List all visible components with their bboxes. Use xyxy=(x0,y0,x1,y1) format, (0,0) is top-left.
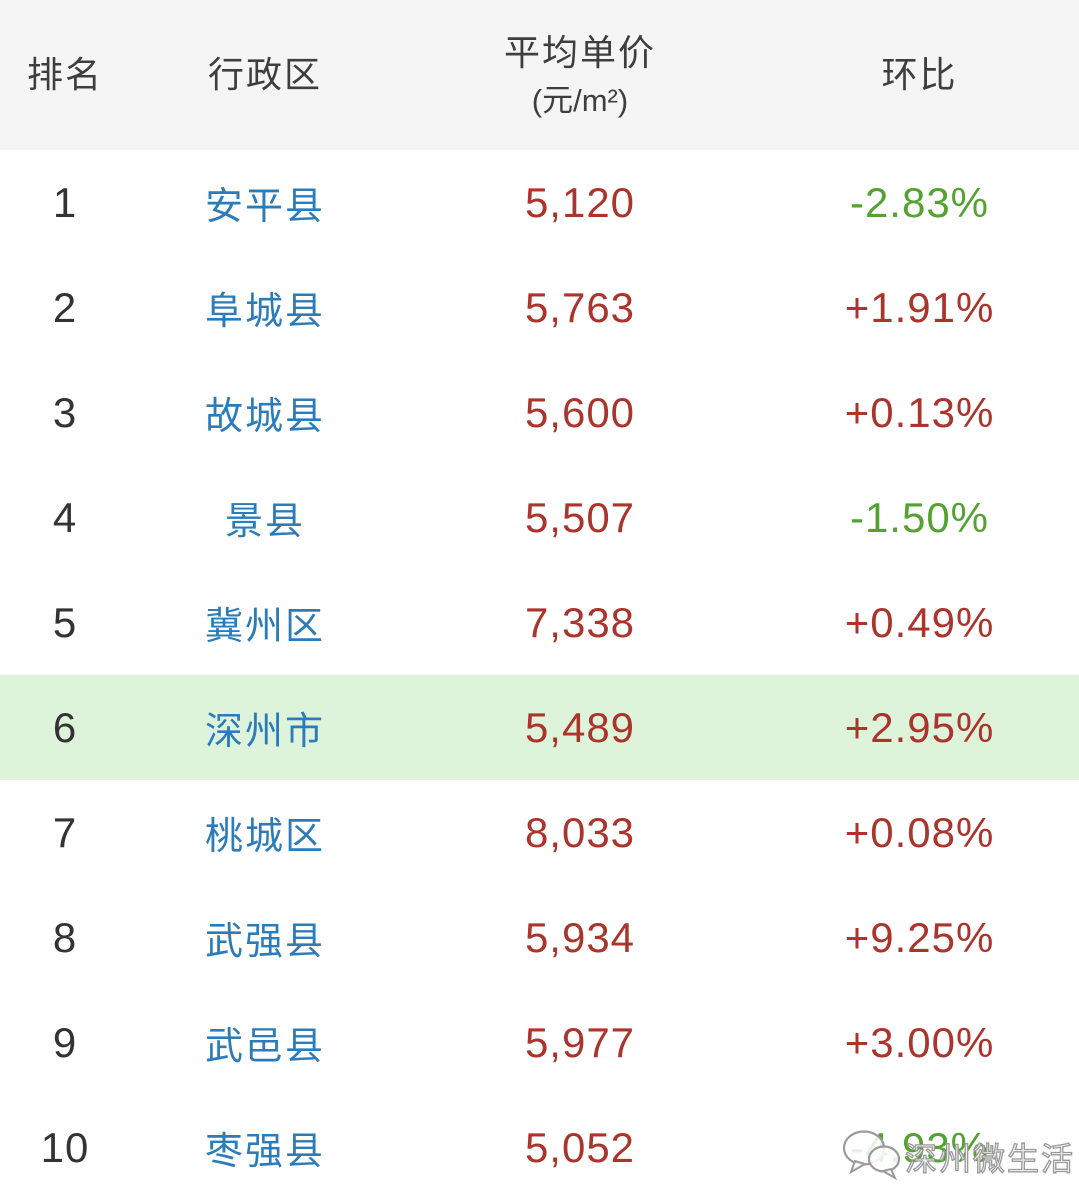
change-cell: +2.95% xyxy=(844,703,995,751)
district-link[interactable]: 枣强县 xyxy=(204,1131,325,1173)
district-link[interactable]: 安平县 xyxy=(204,186,325,228)
district-link[interactable]: 阜城县 xyxy=(204,291,325,333)
table-row: 4 景县 5,507 -1.50% xyxy=(0,465,1079,570)
table-row: 3 故城县 5,600 +0.13% xyxy=(0,360,1079,465)
header-change: 环比 xyxy=(881,54,958,96)
table-row: 6 深州市 5,489 +2.95% xyxy=(0,675,1079,780)
table-row: 1 安平县 5,120 -2.83% xyxy=(0,150,1079,255)
district-link[interactable]: 冀州区 xyxy=(204,606,325,648)
rank-cell: 8 xyxy=(52,913,78,961)
change-cell: -4.93% xyxy=(849,1123,990,1171)
rank-cell: 1 xyxy=(52,178,78,226)
table-row: 5 冀州区 7,338 +0.49% xyxy=(0,570,1079,675)
price-cell: 8,033 xyxy=(524,808,636,856)
table-row: 7 桃城区 8,033 +0.08% xyxy=(0,780,1079,885)
change-cell: +1.91% xyxy=(844,283,995,331)
rank-cell: 10 xyxy=(40,1123,90,1171)
price-cell: 7,338 xyxy=(524,598,636,646)
header-rank: 排名 xyxy=(26,54,103,96)
price-cell: 5,489 xyxy=(524,703,636,751)
price-cell: 5,507 xyxy=(524,493,636,541)
district-link[interactable]: 桃城区 xyxy=(204,816,325,858)
table-row: 2 阜城县 5,763 +1.91% xyxy=(0,255,1079,360)
price-cell: 5,120 xyxy=(524,178,636,226)
change-cell: +9.25% xyxy=(844,913,995,961)
table-row: 10 枣强县 5,052 -4.93% xyxy=(0,1095,1079,1200)
table-header-row: 排名 行政区 平均单价 (元/m²) 环比 xyxy=(0,0,1079,150)
header-price-unit: (元/m²) xyxy=(531,83,629,118)
rank-cell: 9 xyxy=(52,1018,78,1066)
table-row: 8 武强县 5,934 +9.25% xyxy=(0,885,1079,990)
change-cell: +0.49% xyxy=(844,598,995,646)
rank-cell: 3 xyxy=(52,388,78,436)
header-price-main: 平均单价 xyxy=(503,31,656,73)
rank-cell: 4 xyxy=(52,493,78,541)
rank-cell: 7 xyxy=(52,808,78,856)
price-cell: 5,763 xyxy=(524,283,636,331)
district-link[interactable]: 深州市 xyxy=(204,711,325,753)
price-cell: 5,600 xyxy=(524,388,636,436)
price-cell: 5,934 xyxy=(524,913,636,961)
price-cell: 5,052 xyxy=(524,1123,636,1171)
change-cell: +0.13% xyxy=(844,388,995,436)
rank-cell: 5 xyxy=(52,598,78,646)
district-link[interactable]: 武强县 xyxy=(204,921,325,963)
change-cell: -1.50% xyxy=(849,493,990,541)
change-cell: +0.08% xyxy=(844,808,995,856)
change-cell: -2.83% xyxy=(849,178,990,226)
table-row: 9 武邑县 5,977 +3.00% xyxy=(0,990,1079,1095)
table-body: 1 安平县 5,120 -2.83% 2 阜城县 5,763 +1.91% 3 … xyxy=(0,150,1079,1200)
district-link[interactable]: 故城县 xyxy=(204,396,325,438)
header-price: 平均单价 (元/m²) xyxy=(400,31,760,119)
district-link[interactable]: 景县 xyxy=(224,501,305,543)
district-link[interactable]: 武邑县 xyxy=(204,1026,325,1068)
header-district: 行政区 xyxy=(207,54,322,96)
rank-cell: 6 xyxy=(52,703,78,751)
price-cell: 5,977 xyxy=(524,1018,636,1066)
rank-cell: 2 xyxy=(52,283,78,331)
change-cell: +3.00% xyxy=(844,1018,995,1066)
